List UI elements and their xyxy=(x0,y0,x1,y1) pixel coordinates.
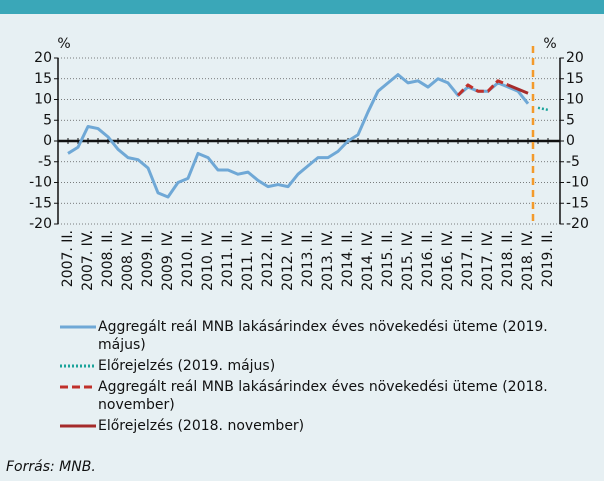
x-tick-label: 2007. II. xyxy=(60,230,76,287)
y2-tick-label: 15 xyxy=(566,71,584,87)
legend-item: Előrejelzés (2019. május) xyxy=(58,357,588,375)
series-line xyxy=(456,79,509,97)
series-line xyxy=(507,83,529,95)
x-tick-label: 2017. IV. xyxy=(480,230,496,291)
x-tick-label: 2018. IV. xyxy=(520,230,536,291)
y-tick-label: 15 xyxy=(34,71,52,87)
x-tick-label: 2019. II. xyxy=(540,230,556,287)
y-tick-label: 5 xyxy=(43,112,52,128)
x-tick-label: 2015. II. xyxy=(380,230,396,287)
x-tick-label: 2016. IV. xyxy=(440,230,456,291)
x-tick-label: 2009. IV. xyxy=(160,230,176,291)
y-tick-label: 20 xyxy=(34,50,52,66)
x-tick-label: 2012. IV. xyxy=(280,230,296,291)
y-tick-label: -10 xyxy=(29,175,52,191)
y2-tick-label: 20 xyxy=(566,50,584,66)
legend-label: Előrejelzés (2019. május) xyxy=(98,358,276,374)
y-tick-label: -15 xyxy=(29,195,52,211)
x-tick-label: 2016. II. xyxy=(420,230,436,287)
legend-item: Előrejelzés (2018. november) xyxy=(58,417,588,435)
series-line xyxy=(537,106,549,112)
legend-swatch xyxy=(60,424,96,428)
y2-tick-label: -20 xyxy=(566,216,589,232)
legend-label: Aggregált reál MNB lakásárindex éves növ… xyxy=(98,379,548,413)
legend: Aggregált reál MNB lakásárindex éves növ… xyxy=(58,318,588,438)
source: Forrás: MNB. xyxy=(6,459,96,475)
y-tick-label: 0 xyxy=(43,133,52,149)
series-line xyxy=(67,73,530,199)
x-tick-label: 2017. II. xyxy=(460,230,476,287)
x-tick-label: 2014. II. xyxy=(340,230,356,287)
y2-tick-label: -15 xyxy=(566,195,589,211)
y2-tick-label: -5 xyxy=(566,154,580,170)
legend-swatch xyxy=(60,325,96,329)
y2-tick-label: 5 xyxy=(566,112,575,128)
y-unit: % xyxy=(57,36,70,52)
legend-item: Aggregált reál MNB lakásárindex éves növ… xyxy=(58,378,588,414)
x-tick-label: 2014. IV. xyxy=(360,230,376,291)
y2-unit: % xyxy=(543,36,556,52)
x-tick-label: 2010. IV. xyxy=(200,230,216,291)
x-tick-label: 2013. II. xyxy=(300,230,316,287)
y2-tick-label: -10 xyxy=(566,175,589,191)
y-tick-label: -5 xyxy=(38,154,52,170)
y2-tick-label: 10 xyxy=(566,92,584,108)
chart: % % -20 -15 -10 -5 0 5 10 15 20 -20 -15 -10 -5 0 5 10 15… xyxy=(29,36,589,291)
header-band xyxy=(0,0,604,14)
legend-swatch xyxy=(60,385,96,389)
y-tick-label: -20 xyxy=(29,216,52,232)
x-tick-label: 2011. II. xyxy=(220,230,236,287)
legend-item: Aggregált reál MNB lakásárindex éves növ… xyxy=(58,318,588,354)
legend-label: Aggregált reál MNB lakásárindex éves növ… xyxy=(98,319,548,353)
legend-label: Előrejelzés (2018. november) xyxy=(98,418,305,434)
y2-tick-label: 0 xyxy=(566,133,575,149)
y-tick-label: 10 xyxy=(34,92,52,108)
legend-swatch xyxy=(60,364,96,368)
x-tick-label: 2013. IV. xyxy=(320,230,336,291)
x-tick-label: 2007. IV. xyxy=(80,230,96,291)
x-tick-label: 2012. II. xyxy=(260,230,276,287)
x-tick-label: 2008. II. xyxy=(100,230,116,287)
x-tick-label: 2011. IV. xyxy=(240,230,256,291)
x-tick-label: 2009. II. xyxy=(140,230,156,287)
x-tick-label: 2018. II. xyxy=(500,230,516,287)
x-tick-label: 2015. IV. xyxy=(400,230,416,291)
x-tick-label: 2008. IV. xyxy=(120,230,136,291)
x-tick-label: 2010. II. xyxy=(180,230,196,287)
